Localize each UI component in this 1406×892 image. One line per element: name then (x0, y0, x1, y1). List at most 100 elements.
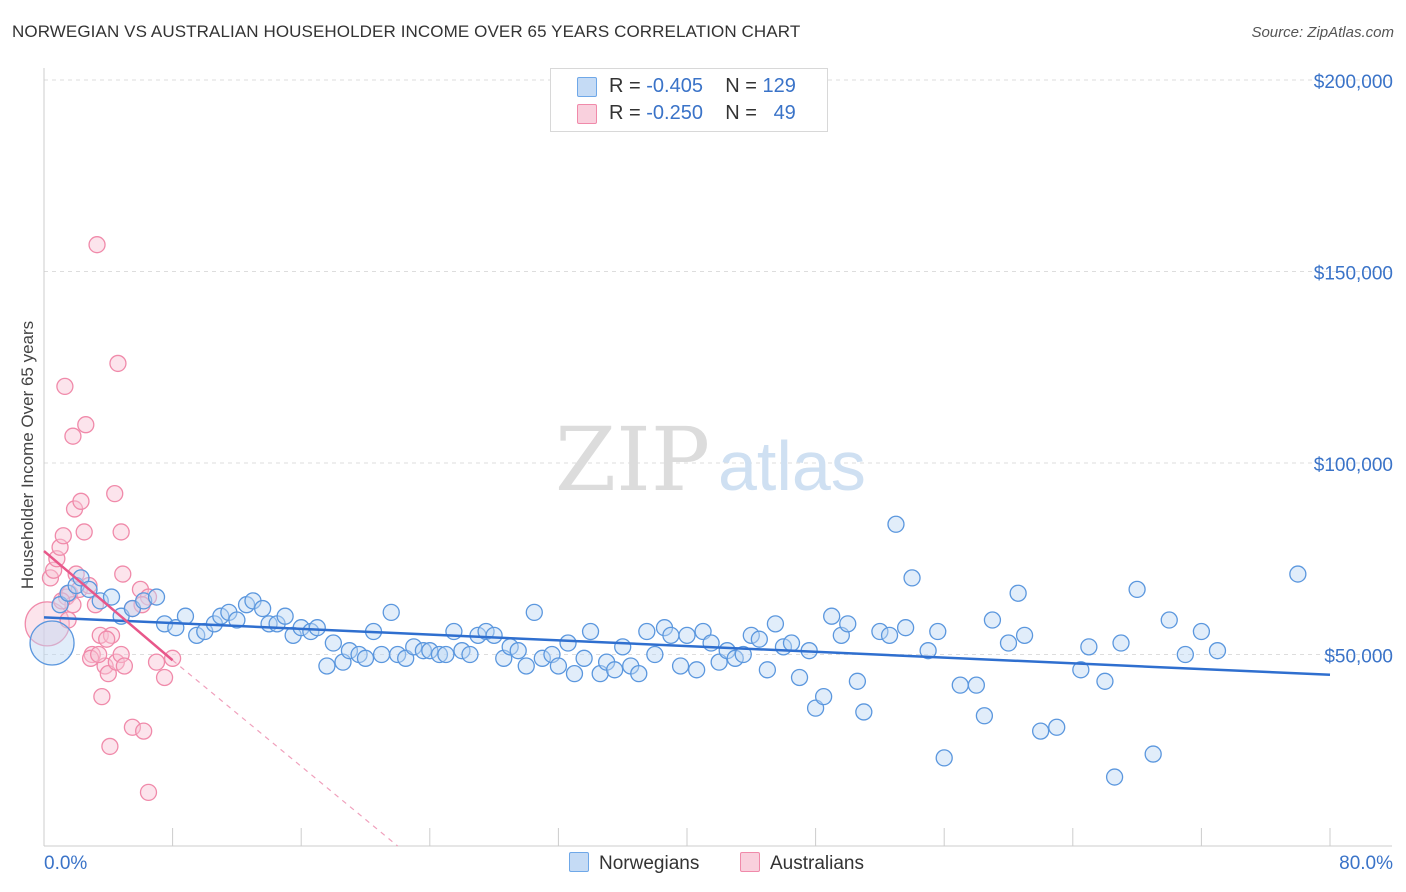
norwegians-point (477, 622, 495, 641)
norwegians-point (388, 645, 407, 664)
norwegians-point (372, 645, 391, 664)
norwegians-point (1289, 565, 1307, 583)
bottom-legend-australians: Australians (740, 852, 864, 875)
norwegians-point (880, 626, 899, 644)
norwegians-point (461, 645, 479, 664)
x-tick-labels: 0.0% 80.0% (44, 853, 1393, 874)
norwegians-point (848, 672, 867, 690)
norwegians-point (549, 657, 568, 675)
australians-point (106, 484, 124, 503)
australians-point (54, 527, 72, 545)
x-tick-label-min: 0.0% (44, 853, 87, 874)
norwegians-point (1048, 718, 1066, 736)
norwegians-point (1096, 672, 1114, 690)
norwegians-point (896, 619, 915, 637)
australians-point (135, 722, 153, 740)
norwegians-point (437, 645, 455, 664)
norwegians-point (726, 649, 744, 667)
y-tick-label: $50,000 (1324, 647, 1393, 668)
australians-point (114, 565, 132, 583)
norwegians-point (646, 645, 664, 664)
norwegians-point (1032, 722, 1050, 740)
bottom-legend-label-australians: Australians (770, 853, 864, 874)
australians-point (101, 737, 119, 756)
australians-point (112, 523, 130, 541)
x-tick-label-max: 80.0% (1339, 853, 1393, 874)
norwegians-point (742, 626, 760, 644)
correlation-legend: R = -0.405 N = 129 R = -0.250 N = 49 (550, 68, 828, 132)
y-tick-label: $200,000 (1314, 72, 1393, 93)
norwegians-point (565, 665, 584, 683)
series-australians (24, 236, 182, 802)
trend-lines (43, 550, 1331, 847)
norwegians-point (1105, 768, 1124, 786)
norwegians-point (814, 687, 833, 706)
legend-swatch-norwegians (577, 77, 597, 97)
norwegians-point (929, 622, 947, 641)
norwegians-point (903, 569, 921, 587)
norwegians-point (382, 603, 400, 622)
australians-point (109, 354, 127, 373)
norwegians-point (1208, 642, 1227, 660)
legend-n-label: N = (725, 102, 757, 124)
norwegians-point (782, 634, 801, 652)
trend-line-norwegians (43, 616, 1331, 677)
norwegians-point (1160, 611, 1178, 629)
norwegians-point (147, 588, 166, 606)
norwegians-point (253, 599, 272, 618)
norwegians-point (509, 642, 527, 660)
australians-point (75, 523, 93, 541)
norwegians-point (935, 749, 953, 767)
norwegians-point (967, 676, 985, 694)
norwegians-point (485, 626, 503, 644)
norwegians-point (855, 703, 873, 721)
norwegians-point (228, 611, 246, 629)
norwegians-point (324, 634, 343, 652)
legend-n-value-australians: 49 (773, 102, 796, 124)
norwegians-point (1112, 634, 1130, 652)
chart-source: Source: ZipAtlas.com (1251, 24, 1394, 41)
bottom-legend-swatch-australians (740, 852, 760, 872)
trend-line-australians (43, 550, 174, 662)
australians-point (123, 718, 142, 736)
bottom-legend-label-norwegians: Norwegians (599, 853, 700, 874)
australians-point (155, 668, 174, 687)
norwegians-point (430, 645, 449, 664)
norwegians-point (839, 615, 857, 633)
norwegians-point (102, 588, 121, 606)
norwegians-point (1176, 645, 1194, 664)
norwegians-point (405, 638, 423, 656)
norwegians-point (734, 645, 752, 664)
australians-point (64, 427, 82, 445)
watermark-atlas: atlas (718, 427, 866, 505)
norwegians-point (766, 615, 785, 633)
norwegians-point (606, 661, 624, 679)
legend-r-value-australians: -0.250 (646, 102, 703, 124)
norwegians-point (638, 622, 656, 641)
norwegians-point (575, 649, 593, 667)
australians-point (93, 687, 111, 706)
norwegians-point (1009, 584, 1027, 602)
y-tick-label: $150,000 (1314, 264, 1393, 285)
norwegians-point (1080, 638, 1098, 656)
norwegians-point (1015, 626, 1034, 644)
australians-point (139, 783, 158, 802)
australians-point (115, 657, 134, 675)
norwegians-point (687, 661, 706, 679)
norwegians-point (983, 611, 1002, 629)
norwegians-point (581, 622, 600, 641)
legend-r-value-norwegians: -0.405 (646, 75, 703, 97)
norwegians-point (525, 603, 543, 622)
norwegians-point (1128, 580, 1146, 599)
australians-point (81, 649, 100, 667)
series-norwegians (29, 515, 1307, 786)
norwegians-point (630, 665, 648, 683)
norwegians-point (951, 676, 969, 694)
norwegians-point (453, 642, 471, 660)
norwegians-point (340, 642, 359, 660)
norwegians-point (671, 657, 690, 675)
legend-r-label: R = (609, 102, 641, 124)
norwegians-point (887, 515, 905, 533)
bottom-legend-norwegians: Norwegians (569, 852, 699, 875)
